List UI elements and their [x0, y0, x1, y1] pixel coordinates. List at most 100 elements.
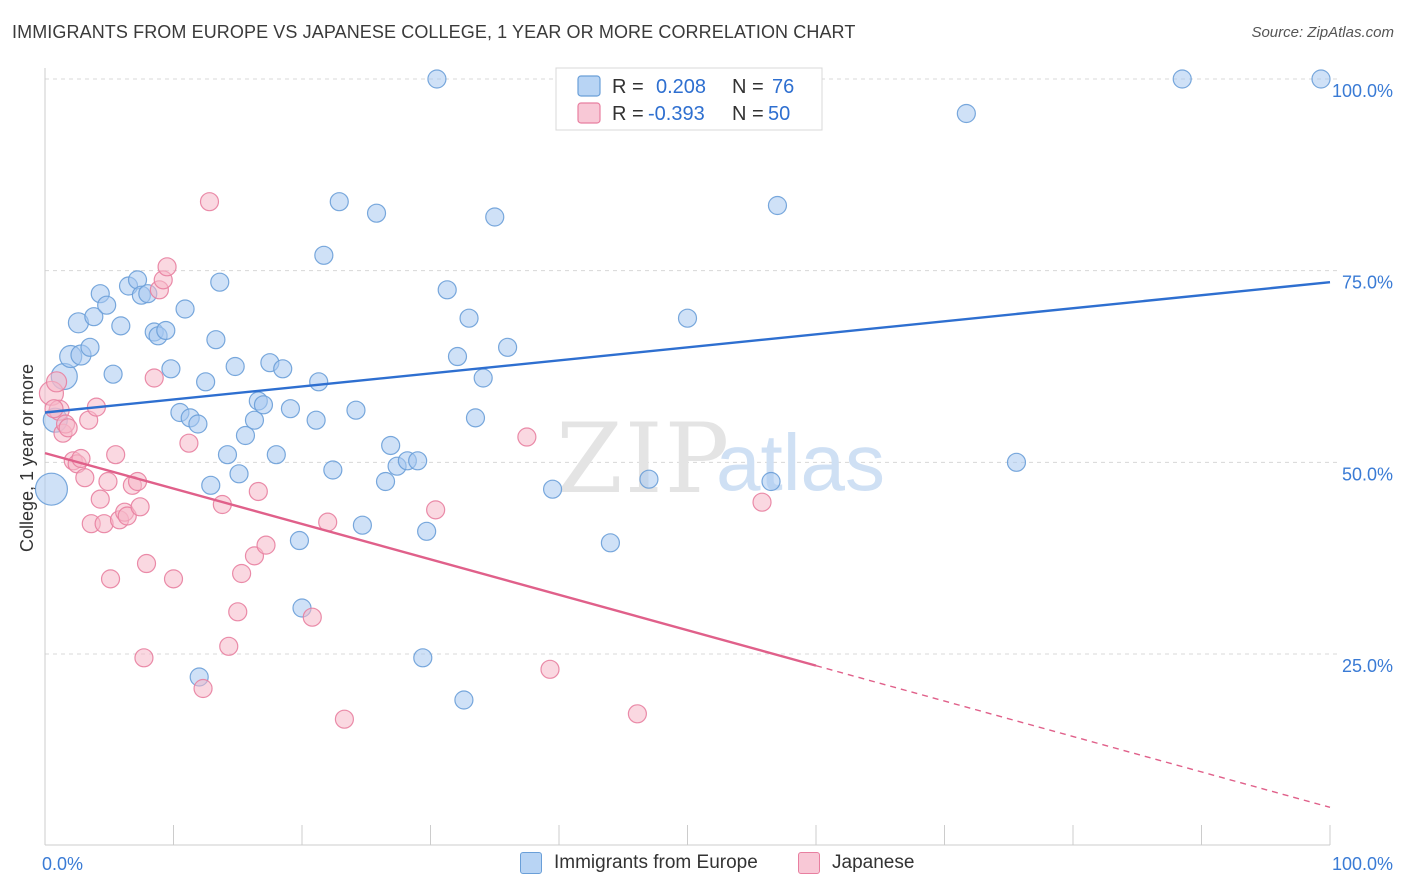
watermark-zip: ZIP [556, 403, 731, 515]
axes-layer: 25.0% 50.0% 75.0% 100.0% 0.0% 100.0% [42, 68, 1393, 874]
europe-point [1006, 452, 1027, 472]
japanese-trend-line [44, 451, 817, 667]
europe-point [111, 316, 131, 336]
stats-n-value-1: 76 [772, 76, 794, 98]
legend-swatch-japanese [798, 852, 820, 874]
stats-r-value-1: 0.208 [656, 76, 706, 98]
europe-point [465, 408, 486, 428]
bottom-legend: Immigrants from Europe Japanese [0, 852, 1406, 878]
europe-point [97, 295, 117, 315]
europe-trend-line [44, 280, 1331, 414]
japanese-point [232, 563, 252, 584]
japanese-point [106, 445, 126, 465]
stats-legend: R = 0.208 N = 76 R = -0.393 N = 50 [555, 67, 823, 131]
stats-n-label-2: N = [732, 103, 764, 125]
japanese-point [248, 481, 268, 502]
watermark-atlas: atlas [716, 418, 885, 507]
trend-layer [44, 280, 1331, 809]
europe-point [346, 400, 366, 420]
y-axis-title: College, 1 year or more [17, 364, 37, 552]
legend-item-japanese: Japanese [798, 852, 914, 874]
europe-point [454, 690, 474, 710]
europe-point [447, 346, 468, 367]
x-tick-label-min: 0.0% [42, 854, 83, 874]
europe-point [84, 307, 104, 327]
europe-point [329, 192, 349, 212]
y-tick-label: 100.0% [1332, 81, 1393, 101]
japanese-point [752, 492, 772, 512]
europe-point [1311, 69, 1331, 89]
europe-point [485, 207, 505, 227]
japanese-point [334, 709, 355, 729]
europe-point [225, 356, 245, 377]
stats-r-label-2: R = [612, 103, 644, 125]
europe-point [280, 399, 301, 419]
japanese-point [199, 192, 220, 212]
japanese-point [517, 427, 537, 447]
europe-point [677, 308, 698, 328]
stats-n-label-1: N = [732, 76, 764, 98]
europe-point [473, 368, 493, 388]
japanese-point [179, 433, 199, 453]
europe-point [201, 475, 221, 495]
europe-point [417, 521, 437, 541]
europe-point [323, 460, 343, 480]
japanese-trend-line-extension [815, 664, 1331, 809]
europe-point [217, 445, 238, 465]
japanese-point [163, 569, 184, 589]
stats-legend-swatch-pink [577, 102, 601, 124]
europe-point [156, 320, 176, 341]
stats-n-value-2: 50 [768, 103, 790, 125]
japanese-point [426, 500, 446, 520]
japanese-point [98, 471, 118, 492]
europe-point [408, 451, 428, 471]
europe-point [639, 469, 659, 489]
europe-point [381, 435, 401, 456]
japanese-point [256, 535, 276, 555]
europe-point [34, 472, 69, 506]
europe-point [196, 372, 216, 392]
europe-point [427, 69, 447, 89]
japanese-point [228, 602, 248, 622]
japanese-point [75, 468, 95, 488]
europe-point [175, 299, 195, 319]
japanese-point [100, 569, 121, 589]
legend-label-europe: Immigrants from Europe [554, 852, 758, 873]
europe-point [600, 533, 621, 553]
europe-point [103, 364, 123, 384]
europe-point [80, 337, 100, 357]
europe-point [314, 245, 334, 265]
europe-point [498, 337, 518, 357]
europe-point [309, 372, 329, 392]
europe-point [767, 195, 788, 216]
europe-point [956, 103, 976, 124]
europe-point [761, 471, 781, 492]
europe-point [413, 648, 433, 668]
europe-point [235, 425, 256, 446]
japanese-point [627, 704, 647, 724]
europe-point [210, 272, 230, 292]
europe-point [161, 359, 181, 379]
japanese-point [144, 368, 164, 388]
japanese-point [44, 399, 64, 419]
japanese-point [136, 553, 157, 574]
legend-item-europe: Immigrants from Europe [520, 852, 758, 874]
europe-point [289, 530, 310, 551]
europe-point [266, 445, 286, 465]
y-tick-label: 25.0% [1342, 656, 1393, 676]
japanese-point [134, 648, 154, 668]
europe-point [459, 308, 479, 328]
legend-label-japanese: Japanese [832, 852, 915, 873]
europe-point [244, 410, 265, 430]
europe-point [352, 515, 372, 535]
europe-point [375, 471, 396, 492]
stats-r-label-1: R = [612, 76, 644, 98]
japanese-point [45, 371, 68, 393]
stats-r-value-2: -0.393 [648, 103, 705, 125]
europe-point [229, 464, 249, 484]
europe-point [206, 330, 226, 350]
source-label: Source: ZipAtlas.com [1251, 24, 1394, 41]
europe-point [306, 410, 326, 430]
y-tick-label: 50.0% [1342, 464, 1393, 484]
